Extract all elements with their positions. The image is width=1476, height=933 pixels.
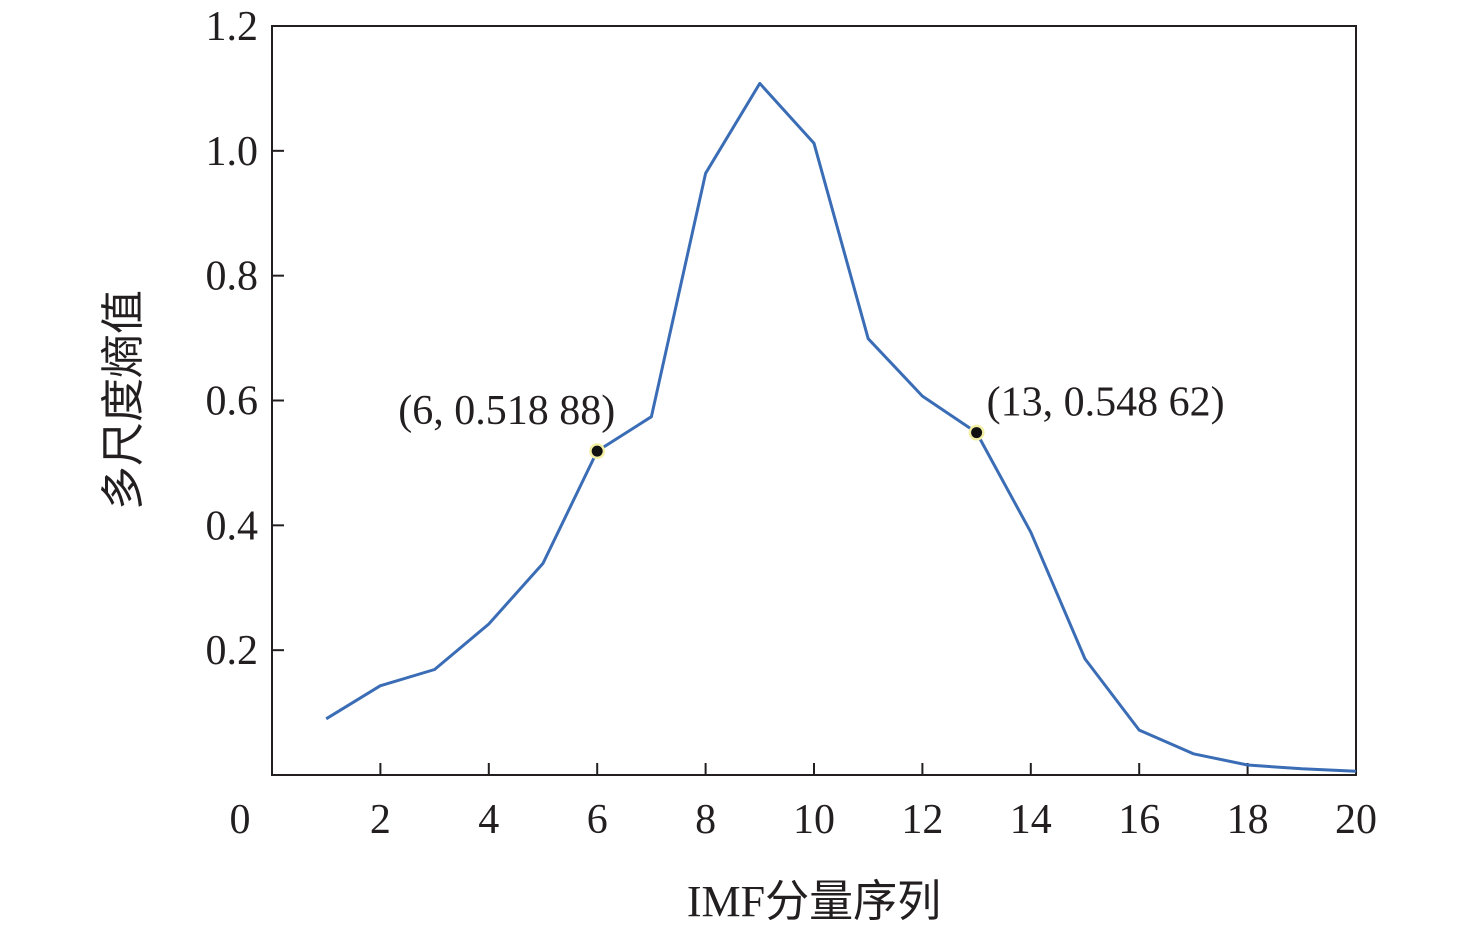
x-tick-label: 12 <box>901 797 943 843</box>
x-tick-label: 2 <box>370 797 391 843</box>
x-tick-label: 14 <box>1010 797 1052 843</box>
x-tick-label: 4 <box>478 797 499 843</box>
y-axis-title: 多尺度熵值 <box>99 290 148 510</box>
x-tick-label: 18 <box>1227 797 1269 843</box>
annotation-marker <box>971 427 983 439</box>
y-tick-label: 0.8 <box>206 254 259 300</box>
y-tick-label: 0.2 <box>206 628 259 674</box>
y-tick-label: 0.6 <box>206 379 259 425</box>
origin-tick-label: 0 <box>230 797 251 843</box>
x-tick-label: 10 <box>793 797 835 843</box>
x-tick-label: 6 <box>587 797 608 843</box>
annotation-marker <box>591 445 603 457</box>
annotation-label: (13, 0.548 62) <box>987 380 1225 426</box>
y-tick-label: 1.2 <box>206 4 259 50</box>
annotation-markers: (6, 0.518 88) (13, 0.548 62) <box>398 380 1225 460</box>
y-tick-label: 1.0 <box>206 129 259 175</box>
x-tick-label: 20 <box>1335 797 1377 843</box>
x-tick-label: 8 <box>695 797 716 843</box>
x-axis-title: IMF分量序列 <box>687 877 941 926</box>
y-axis-ticks: 0.2 0.4 0.6 0.8 1.0 1.2 <box>206 4 284 674</box>
annotation-label: (6, 0.518 88) <box>398 388 615 434</box>
x-axis-ticks: 2 4 6 8 10 12 14 16 18 20 <box>370 763 1377 843</box>
y-tick-label: 0.4 <box>206 503 259 549</box>
series-line <box>325 81 1357 773</box>
x-tick-label: 16 <box>1118 797 1160 843</box>
